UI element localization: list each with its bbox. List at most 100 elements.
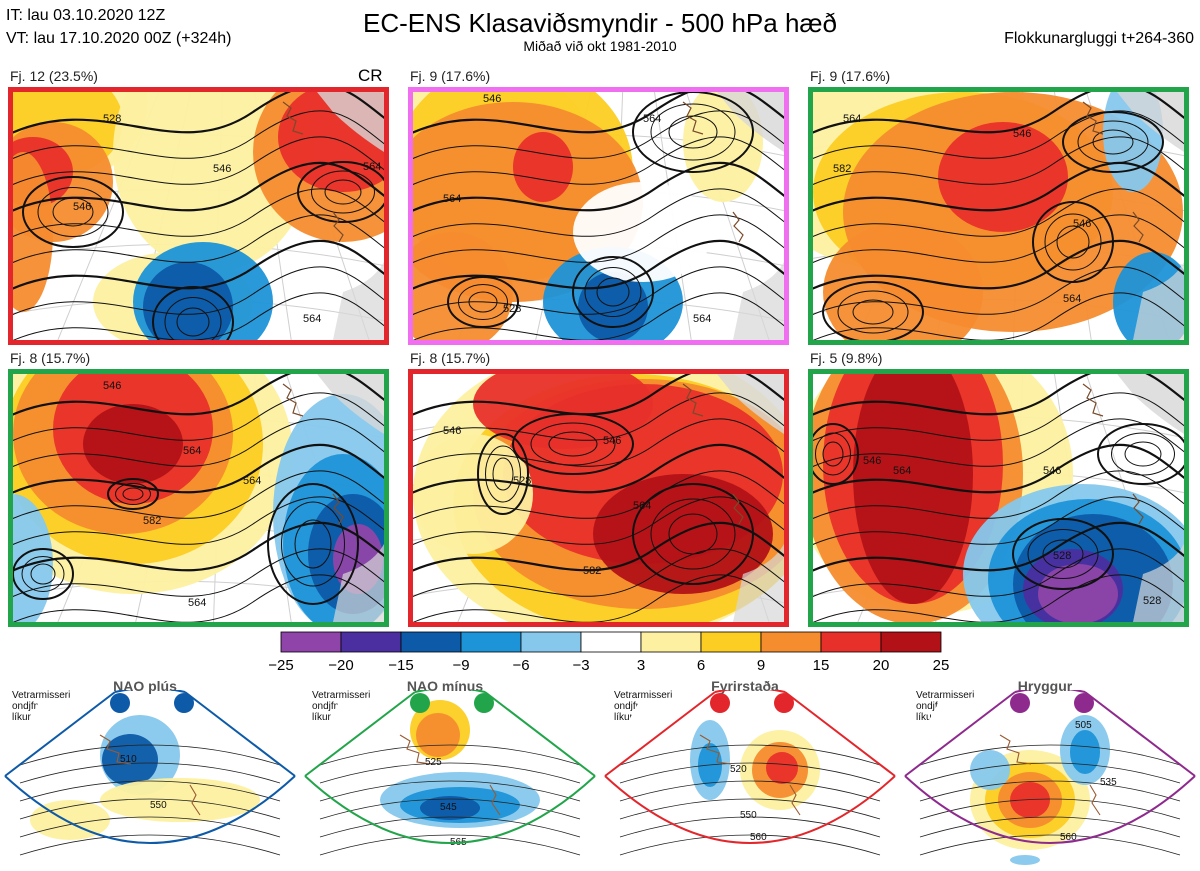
valid-time: VT: lau 17.10.2020 00Z (+324h) bbox=[6, 30, 232, 47]
closed-contour bbox=[632, 92, 754, 173]
height-contour bbox=[413, 418, 784, 468]
closed-contour bbox=[311, 170, 375, 214]
contour-label: 546 bbox=[443, 425, 461, 437]
land-europe bbox=[333, 262, 384, 340]
closed-contour bbox=[813, 423, 859, 485]
colorbar-tick-label: 20 bbox=[873, 657, 890, 674]
colorbar-tick-label: 9 bbox=[757, 657, 765, 674]
closed-contour bbox=[596, 277, 630, 307]
page-title: EC-ENS Klasaviðsmyndir - 500 hPa hæð bbox=[363, 8, 837, 38]
closed-contour bbox=[548, 431, 598, 457]
regime-contour-label: 505 bbox=[1075, 720, 1092, 731]
colorbar-swatch bbox=[760, 631, 822, 653]
anomaly-shade bbox=[513, 132, 573, 202]
height-contour bbox=[13, 496, 384, 546]
land-greenland bbox=[717, 374, 784, 434]
contour-label: 546 bbox=[1073, 218, 1091, 230]
regime-contour bbox=[919, 816, 1181, 838]
coastline bbox=[1082, 101, 1104, 135]
height-contour bbox=[413, 392, 784, 442]
regime-contour bbox=[619, 816, 881, 838]
contour-label: 528 bbox=[103, 113, 121, 125]
panel-4-label: Fj. 8 (15.7%) bbox=[10, 350, 91, 366]
cluster-map-panel: 564 546 546 564 582 bbox=[808, 87, 1189, 345]
closed-contour bbox=[447, 276, 519, 328]
regime-contour-label: 545 bbox=[440, 802, 457, 813]
colorbar-swatch bbox=[340, 631, 402, 653]
anomaly-colorbar: −25 −20 −15 −9 −6 −3 3 6 9 15 20 25 bbox=[268, 631, 950, 674]
closed-contour bbox=[458, 284, 508, 320]
colorbar-tick-label: −20 bbox=[328, 657, 353, 674]
regime-contour bbox=[319, 780, 581, 802]
init-time: IT: lau 03.10.2020 12Z bbox=[6, 7, 166, 24]
height-contour bbox=[813, 496, 1184, 546]
closed-contour bbox=[22, 176, 124, 248]
anomaly-shade bbox=[853, 374, 973, 604]
regime-anomaly-shade bbox=[102, 734, 158, 786]
panel-map: 546 564 528 546 528 bbox=[813, 374, 1184, 622]
closed-contour bbox=[1062, 111, 1164, 173]
regime-contour bbox=[19, 816, 281, 838]
coastline bbox=[682, 101, 704, 135]
land-europe bbox=[733, 262, 784, 340]
contour-label: 546 bbox=[483, 93, 501, 105]
closed-contour bbox=[492, 457, 514, 491]
closed-contour bbox=[21, 556, 65, 592]
land-europe bbox=[1133, 262, 1184, 340]
regime-coastline bbox=[99, 734, 201, 816]
panel-map: 564 546 546 564 582 bbox=[813, 92, 1184, 340]
height-contour bbox=[13, 110, 384, 160]
regime-contour bbox=[319, 834, 581, 856]
contour-label: 564 bbox=[643, 113, 661, 125]
closed-contour bbox=[1077, 120, 1149, 164]
regime-contour-label: 550 bbox=[740, 810, 757, 821]
regime-contour bbox=[319, 816, 581, 838]
anomaly-shade bbox=[473, 374, 653, 449]
height-contour bbox=[813, 470, 1184, 520]
regime-frame-top bbox=[714, 690, 786, 693]
panel-6-label: Fj. 5 (9.8%) bbox=[810, 350, 883, 366]
closed-contour bbox=[1097, 423, 1184, 485]
regime-contour bbox=[319, 744, 581, 766]
contour-label: 564 bbox=[693, 313, 711, 325]
regime-anomaly-shade bbox=[1010, 855, 1040, 865]
colorbar-swatch bbox=[400, 631, 462, 653]
colorbar-tick-label: 25 bbox=[933, 657, 950, 674]
panel-2-label: Fj. 9 (17.6%) bbox=[410, 68, 491, 84]
regime-frame bbox=[904, 691, 1196, 844]
colorbar-swatch bbox=[280, 631, 342, 653]
closed-contour bbox=[815, 432, 851, 476]
height-contour bbox=[813, 392, 1184, 442]
regime-marker-dot bbox=[410, 693, 430, 713]
height-contour bbox=[413, 574, 784, 622]
regime-marker-dot bbox=[474, 693, 494, 713]
colorbar-swatch bbox=[640, 631, 702, 653]
closed-contour bbox=[668, 513, 718, 555]
regime-contour bbox=[319, 762, 581, 784]
height-contour bbox=[413, 266, 784, 316]
panel-map: 546 546 564 582 528 bbox=[413, 374, 784, 622]
contour-label: 582 bbox=[833, 163, 851, 175]
regime-anomaly-shade bbox=[1010, 782, 1050, 818]
closed-contour bbox=[294, 519, 332, 569]
closed-contour bbox=[13, 548, 74, 600]
height-contour bbox=[413, 188, 784, 238]
height-contour bbox=[813, 161, 1184, 212]
regime-contour bbox=[919, 798, 1181, 820]
height-contour bbox=[13, 470, 384, 520]
closed-contour bbox=[52, 197, 94, 227]
closed-contour bbox=[584, 267, 642, 317]
closed-contour bbox=[468, 291, 498, 313]
regime-contour-label: 520 bbox=[730, 764, 747, 775]
classification-window: Flokkunargluggi t+264-360 bbox=[1004, 30, 1194, 47]
contour-label: 564 bbox=[188, 597, 206, 609]
contour-label: 546 bbox=[603, 435, 621, 447]
contour-label: 564 bbox=[633, 500, 651, 512]
colorbar-tick-label: 6 bbox=[697, 657, 705, 674]
regime-contour bbox=[19, 762, 281, 784]
regime-anomaly-shade bbox=[416, 713, 460, 757]
panel-5-label: Fj. 8 (15.7%) bbox=[410, 350, 491, 366]
regime-contour-label: 510 bbox=[120, 754, 137, 765]
colorbar-swatch bbox=[520, 631, 582, 653]
coastline bbox=[1132, 211, 1144, 243]
